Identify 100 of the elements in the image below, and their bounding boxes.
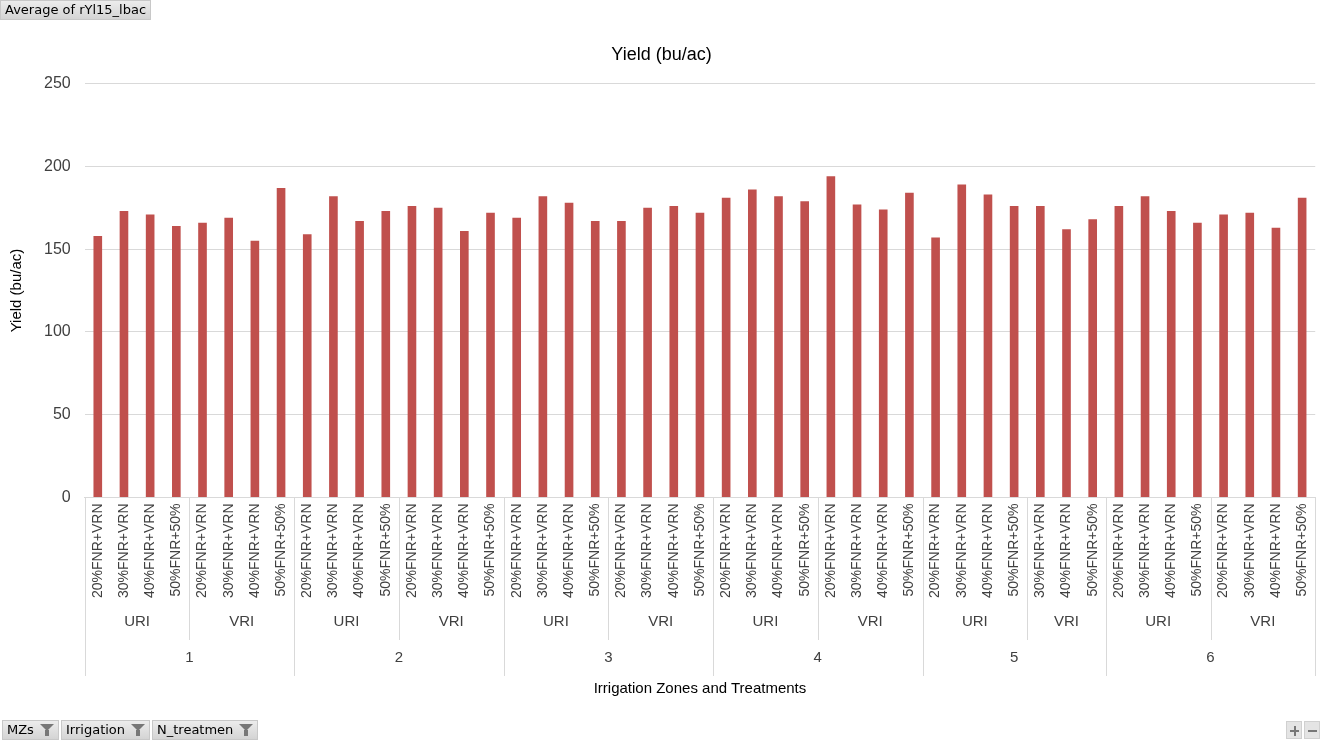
- text: URI: [124, 612, 150, 630]
- text: 2: [394, 648, 404, 666]
- bar: [1062, 229, 1071, 497]
- x-tick-label: 50%FNR+50%: [795, 503, 812, 597]
- bar: [1036, 206, 1045, 497]
- text: URI: [961, 612, 988, 630]
- text: VRI: [229, 612, 255, 630]
- bar: [1193, 222, 1202, 497]
- bar: [1088, 219, 1097, 497]
- x-tick-label: 20%FNR+VRN: [926, 503, 943, 598]
- bar: [512, 217, 522, 497]
- bar: [1219, 214, 1228, 497]
- x-tick-label: 40%FNR+VRN: [1266, 503, 1283, 598]
- bar: [433, 207, 443, 497]
- y-tick-label: 250: [43, 74, 71, 92]
- bar: [250, 240, 260, 497]
- bar: [93, 235, 103, 497]
- bar: [1114, 206, 1124, 497]
- x-tick-label: 50%FNR+50%: [271, 503, 288, 597]
- x-tick-label: 40%FNR+VRN: [1162, 503, 1179, 598]
- y-axis-title: Yield (bu/ac): [7, 248, 25, 333]
- bar: [1140, 196, 1150, 497]
- x-tick-label: 30%FNR+VRN: [952, 503, 969, 598]
- x-tick-label: 30%FNR+VRN: [743, 503, 760, 598]
- x-tick-label: 50%FNR+50%: [167, 503, 184, 597]
- bar: [643, 207, 652, 497]
- text: VRI: [438, 612, 464, 630]
- bar: [826, 176, 836, 497]
- text: VRI: [857, 612, 883, 630]
- bar: [355, 221, 364, 497]
- x-tick-label: 30%FNR+VRN: [638, 503, 655, 598]
- x-tick-label: 50%FNR+50%: [1188, 503, 1205, 597]
- text: VRI: [1053, 612, 1080, 630]
- bar: [407, 206, 417, 497]
- bar: [590, 221, 600, 497]
- bar: [1245, 212, 1255, 497]
- x-tick-label: 30%FNR+VRN: [324, 503, 341, 598]
- text: VRI: [1250, 612, 1276, 630]
- x-tick-label: 40%FNR+VRN: [978, 503, 995, 598]
- y-tick-label: 50: [52, 405, 71, 423]
- x-tick-label: 30%FNR+VRN: [1135, 503, 1152, 598]
- x-tick-label: 30%FNR+VRN: [429, 503, 446, 598]
- text: 5: [1009, 648, 1019, 666]
- bar: [800, 201, 810, 497]
- bar: [1297, 197, 1307, 497]
- bar: [695, 212, 705, 497]
- text: 1: [185, 648, 194, 666]
- x-tick-label: 40%FNR+VRN: [455, 503, 472, 598]
- bar: [1009, 206, 1019, 497]
- x-tick-label: 20%FNR+VRN: [1109, 503, 1126, 598]
- x-tick-label: 20%FNR+VRN: [88, 503, 105, 598]
- x-tick-label: 50%FNR+50%: [1293, 503, 1309, 597]
- bar: [748, 189, 757, 497]
- x-tick-label: 50%FNR+50%: [481, 503, 498, 597]
- x-tick-label: 20%FNR+VRN: [1214, 503, 1231, 598]
- bar: [617, 221, 626, 497]
- text: Average of rYl15_lbac: [5, 1, 147, 19]
- x-tick-label: 50%FNR+50%: [376, 503, 393, 597]
- bar: [381, 211, 391, 497]
- bar: [983, 194, 993, 497]
- bar: [302, 234, 312, 497]
- bar: [878, 209, 888, 497]
- x-tick-label: 20%FNR+VRN: [507, 503, 524, 598]
- x-tick-label: 40%FNR+VRN: [350, 503, 367, 598]
- y-tick-label: 200: [43, 156, 71, 174]
- x-tick-label: 30%FNR+VRN: [847, 503, 864, 598]
- x-tick-label: 50%FNR+50%: [690, 503, 707, 597]
- x-tick-label: 50%FNR+50%: [900, 503, 917, 597]
- text: N_treatmen: [157, 721, 234, 739]
- text: MZs: [7, 721, 34, 739]
- x-tick-label: 40%FNR+VRN: [874, 503, 891, 598]
- bar: [224, 217, 234, 497]
- x-tick-label: 20%FNR+VRN: [612, 503, 629, 598]
- y-tick-label: 100: [43, 322, 71, 340]
- text: URI: [752, 612, 779, 630]
- text: 3: [604, 648, 613, 666]
- x-tick-label: 30%FNR+VRN: [1240, 503, 1257, 598]
- x-tick-label: 20%FNR+VRN: [402, 503, 419, 598]
- bar: [669, 206, 679, 497]
- bar: [119, 211, 129, 497]
- text: 6: [1206, 648, 1215, 666]
- bar: [905, 192, 914, 497]
- text: Irrigation Zones and Treatments: [593, 679, 807, 697]
- bar: [852, 204, 862, 497]
- text: URI: [1145, 612, 1172, 630]
- x-tick-label: 40%FNR+VRN: [245, 503, 262, 598]
- x-tick-label: 50%FNR+50%: [1005, 503, 1021, 597]
- bar: [1166, 211, 1176, 497]
- x-tick-label: 20%FNR+VRN: [193, 503, 210, 598]
- bar: [774, 196, 783, 497]
- bar: [276, 187, 286, 497]
- bar: [1271, 227, 1281, 497]
- bar: [564, 202, 574, 497]
- x-tick-label: 20%FNR+VRN: [298, 503, 315, 598]
- bar: [145, 214, 155, 497]
- bar: [721, 197, 731, 497]
- text: 4: [813, 648, 822, 666]
- x-tick-label: 20%FNR+VRN: [717, 503, 733, 598]
- bar: [460, 230, 469, 497]
- text: URI: [543, 612, 569, 630]
